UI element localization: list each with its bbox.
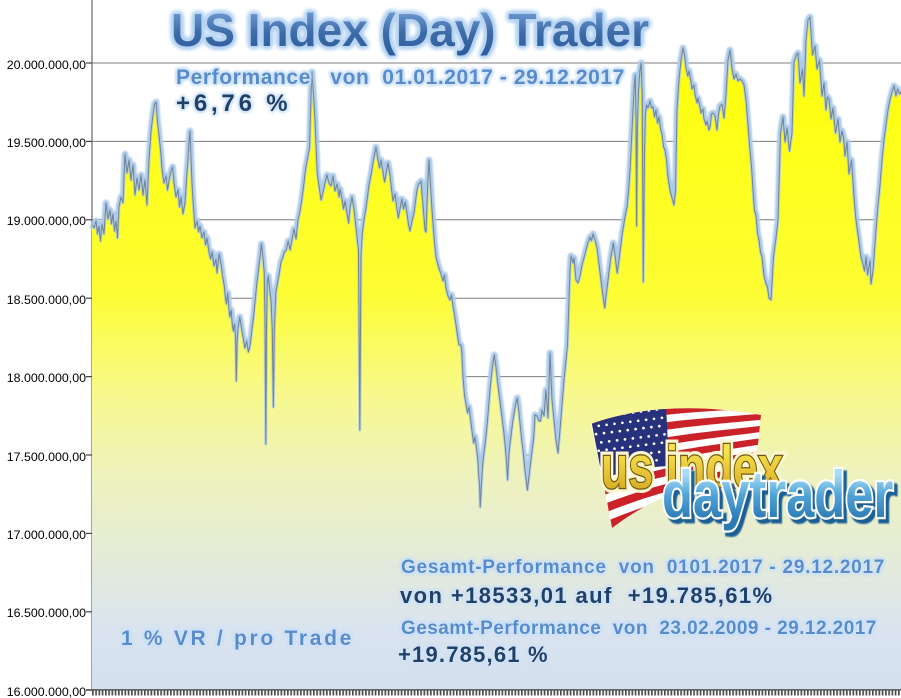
svg-text:us index: us index xyxy=(601,434,783,501)
svg-text:us index: us index xyxy=(601,434,783,501)
svg-text:daytrader: daytrader xyxy=(662,457,893,531)
svg-text:daytrader: daytrader xyxy=(665,461,896,535)
